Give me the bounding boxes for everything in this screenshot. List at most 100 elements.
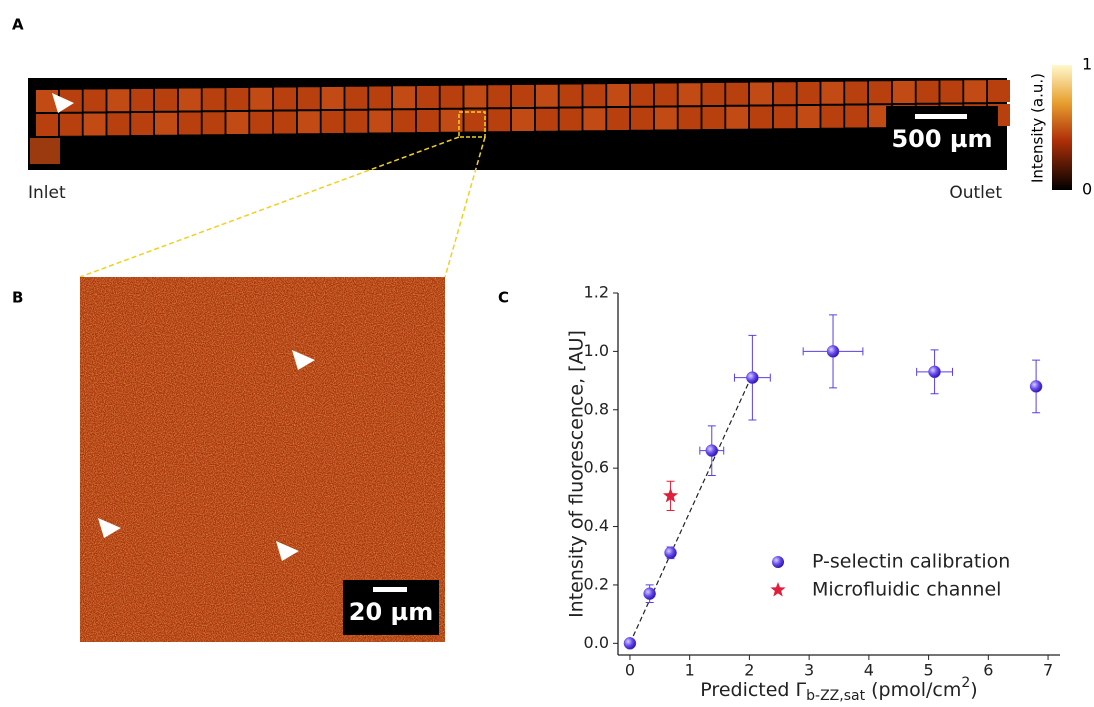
tile bbox=[607, 84, 630, 106]
legend-label: Microfluidic channel bbox=[812, 579, 1001, 601]
point bbox=[643, 587, 656, 600]
x-tick-label: 3 bbox=[804, 661, 814, 680]
tile bbox=[36, 90, 58, 112]
tile bbox=[36, 114, 58, 136]
tile bbox=[155, 112, 177, 135]
y-tick-label: 0.2 bbox=[584, 574, 609, 593]
tile bbox=[297, 111, 320, 134]
tile bbox=[393, 110, 415, 133]
tile bbox=[178, 88, 201, 111]
tile bbox=[631, 83, 653, 106]
tile bbox=[940, 80, 963, 103]
y-tick-label: 1.0 bbox=[584, 341, 609, 360]
tile bbox=[678, 107, 701, 130]
tile bbox=[702, 107, 725, 129]
tile bbox=[512, 85, 534, 107]
tile bbox=[488, 85, 511, 108]
point bbox=[746, 371, 759, 384]
tile bbox=[726, 82, 749, 105]
scale-bar bbox=[373, 587, 407, 592]
tile bbox=[274, 111, 296, 134]
colorbar bbox=[1052, 65, 1072, 190]
scale-bar-label: 500 µm bbox=[891, 125, 992, 153]
x-axis-label-part: Predicted Γ bbox=[700, 679, 806, 701]
tile bbox=[512, 109, 534, 131]
tile bbox=[773, 106, 796, 129]
tile bbox=[83, 113, 106, 136]
y-tick-label: 0.0 bbox=[584, 633, 609, 652]
tile bbox=[631, 107, 653, 130]
tile bbox=[988, 80, 1010, 102]
x-tick-label: 2 bbox=[744, 661, 754, 680]
tile bbox=[321, 111, 344, 133]
point bbox=[662, 487, 679, 503]
tile bbox=[583, 108, 606, 131]
tile bbox=[416, 86, 439, 108]
chart: 0.0 0.2 0.4 0.6 0.8 1.0 1.2 0 1 2 3 4 5 6 7 Intensity o… bbox=[566, 283, 1060, 704]
x-tick-label: 6 bbox=[983, 661, 993, 680]
channel-tiles bbox=[30, 80, 1010, 164]
tile bbox=[750, 82, 772, 105]
arrowhead bbox=[276, 541, 299, 561]
point bbox=[664, 546, 677, 560]
x-axis-label-part: 2 bbox=[961, 675, 970, 691]
x-tick-label: 4 bbox=[864, 661, 874, 680]
x-axis-label-part: b-ZZ,sat bbox=[806, 688, 865, 704]
tile bbox=[773, 82, 796, 105]
tile bbox=[916, 80, 939, 103]
tile bbox=[464, 109, 487, 132]
tile bbox=[107, 113, 130, 136]
colorbar-max: 1 bbox=[1082, 55, 1092, 74]
tile bbox=[797, 106, 820, 128]
scale-bar bbox=[915, 114, 967, 119]
tile bbox=[892, 81, 915, 103]
tile bbox=[654, 107, 677, 130]
y-tick-label: 0.4 bbox=[584, 516, 609, 535]
tile bbox=[202, 88, 225, 111]
tile bbox=[464, 85, 487, 108]
legend-label: P-selectin calibration bbox=[812, 551, 1010, 573]
point bbox=[1029, 380, 1043, 393]
legend-marker bbox=[772, 556, 784, 568]
arrowhead bbox=[98, 518, 121, 538]
y-tick-label: 0.8 bbox=[584, 399, 609, 418]
tile bbox=[155, 88, 177, 111]
x-axis-label-part: ) bbox=[970, 679, 977, 701]
tile bbox=[226, 112, 249, 134]
tile bbox=[274, 87, 296, 110]
tile bbox=[869, 81, 891, 104]
x-tick-label: 0 bbox=[625, 661, 635, 680]
tile bbox=[321, 87, 344, 109]
tile bbox=[821, 81, 844, 104]
tile bbox=[535, 84, 558, 107]
tile bbox=[369, 86, 392, 109]
colorbar-title: Intensity (a.u.) bbox=[1029, 73, 1047, 183]
zoom-box bbox=[458, 111, 486, 138]
tile bbox=[559, 108, 582, 131]
legend-marker bbox=[770, 582, 786, 597]
point bbox=[623, 637, 637, 650]
y-tick-label: 0.6 bbox=[584, 458, 609, 477]
arrowhead bbox=[52, 93, 74, 113]
point bbox=[705, 444, 719, 457]
tile bbox=[178, 112, 201, 135]
tile bbox=[440, 109, 463, 132]
tile bbox=[131, 89, 154, 111]
panel-label: C bbox=[498, 289, 509, 307]
x-tick-label: 1 bbox=[685, 661, 695, 680]
tile bbox=[250, 87, 273, 110]
tile bbox=[702, 83, 725, 105]
colorbar-min: 0 bbox=[1082, 180, 1092, 199]
tile bbox=[750, 106, 772, 129]
tile bbox=[583, 84, 606, 107]
x-tick-label: 7 bbox=[1043, 661, 1053, 680]
tile bbox=[678, 83, 701, 106]
tile bbox=[416, 110, 439, 132]
tile bbox=[59, 113, 82, 136]
tile bbox=[30, 138, 60, 164]
tile bbox=[726, 106, 749, 129]
x-axis-label-part: (pmol/cm bbox=[865, 679, 961, 701]
tile bbox=[821, 105, 844, 128]
